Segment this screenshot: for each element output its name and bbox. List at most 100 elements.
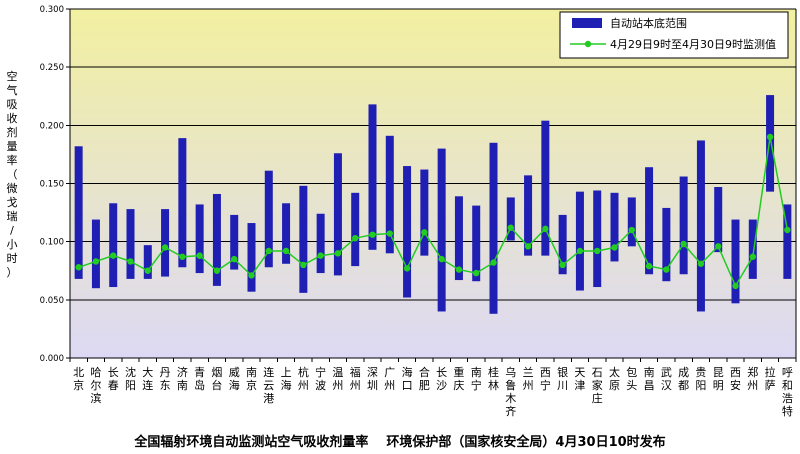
data-point xyxy=(490,259,497,266)
x-tick-label: 拉萨 xyxy=(765,365,776,392)
range-bar xyxy=(662,207,671,282)
x-tick-label: 合肥 xyxy=(419,365,430,392)
range-bar xyxy=(783,204,792,279)
x-tick-label: 福州 xyxy=(350,365,361,392)
gridlines xyxy=(66,8,797,362)
data-point xyxy=(196,252,203,259)
data-point xyxy=(369,231,376,238)
x-tick-label: 贵阳 xyxy=(695,366,706,392)
y-tick-label: 0.000 xyxy=(40,354,64,364)
monitoring-line xyxy=(75,133,791,290)
x-tick-label: 丹东 xyxy=(160,366,171,392)
range-bar xyxy=(351,192,360,267)
data-point xyxy=(766,133,774,141)
data-point xyxy=(161,244,169,251)
y-tick-label: 0.150 xyxy=(40,180,64,190)
range-bars xyxy=(74,95,792,314)
range-bar xyxy=(558,214,567,275)
range-bar xyxy=(731,219,740,304)
x-tick-label: 济南 xyxy=(177,365,188,392)
x-tick-label: 南昌 xyxy=(644,366,655,392)
data-point xyxy=(628,226,635,234)
data-point xyxy=(248,272,255,279)
data-point xyxy=(715,243,722,250)
x-tick-label: 武汉 xyxy=(661,366,672,392)
x-tick-label: 银川 xyxy=(557,365,568,392)
range-bar xyxy=(714,186,723,253)
range-bar xyxy=(403,166,412,298)
data-point xyxy=(473,269,480,277)
range-bar xyxy=(575,191,584,291)
data-point xyxy=(334,250,342,257)
data-point xyxy=(75,264,82,271)
x-tick-label: 青岛 xyxy=(194,366,205,392)
range-bar xyxy=(541,120,550,256)
x-tick-label: 广州 xyxy=(384,366,395,392)
data-point xyxy=(231,255,238,263)
range-bar xyxy=(178,138,187,268)
data-point xyxy=(92,258,100,265)
y-tick-label: 0.200 xyxy=(40,121,64,131)
y-tick-labels: 0.000 0.050 0.100 0.150 0.200 0.250 0.300 xyxy=(40,5,64,364)
x-tick-label: 威海 xyxy=(229,366,240,392)
data-point xyxy=(559,261,566,269)
range-bar xyxy=(748,219,757,279)
range-bar xyxy=(627,197,636,247)
x-tick-label: 长春 xyxy=(108,366,119,392)
range-bar xyxy=(126,209,135,279)
data-point xyxy=(421,229,428,236)
data-point xyxy=(507,224,514,231)
x-tick-label: 南宁 xyxy=(471,366,482,392)
range-bar xyxy=(420,169,429,256)
x-tick-label: 太原 xyxy=(609,366,620,392)
y-tick-label: 0.050 xyxy=(40,296,64,306)
range-bar xyxy=(143,245,152,279)
range-bar xyxy=(109,203,118,288)
data-point xyxy=(749,253,756,260)
data-point xyxy=(179,253,186,260)
data-point xyxy=(386,230,393,237)
data-point xyxy=(438,255,445,263)
range-bar xyxy=(454,196,463,281)
range-bar xyxy=(593,190,602,288)
x-tick-label: 西安 xyxy=(730,366,741,392)
range-bar xyxy=(161,209,170,277)
range-bar xyxy=(368,104,377,250)
range-bar xyxy=(679,176,688,275)
y-axis-label-text: 空气吸收剂量率（微戈瑞/小时） xyxy=(7,69,18,279)
x-tick-label: 沈阳 xyxy=(125,365,136,392)
data-point xyxy=(663,266,670,273)
data-point xyxy=(542,225,549,233)
range-bar xyxy=(247,223,256,292)
legend-line-marker xyxy=(584,40,592,48)
data-point xyxy=(265,247,272,255)
data-point xyxy=(455,266,463,273)
range-bar xyxy=(74,146,83,279)
range-bar xyxy=(212,193,221,286)
range-bar xyxy=(264,170,273,268)
x-tick-label: 兰州 xyxy=(523,366,534,392)
range-bar xyxy=(282,203,291,264)
data-point xyxy=(732,282,739,290)
y-axis-label: 空气吸收剂量率（微戈瑞/小时） xyxy=(7,69,18,279)
data-point xyxy=(282,247,290,255)
legend-bar-swatch xyxy=(572,18,602,28)
data-point xyxy=(645,262,653,270)
x-tick-label: 西宁 xyxy=(540,366,551,392)
x-tick-label: 哈尔滨 xyxy=(90,366,101,405)
data-point xyxy=(576,247,584,255)
x-tick-label: 重庆 xyxy=(453,365,464,392)
data-point xyxy=(594,247,601,255)
data-point xyxy=(784,226,791,234)
legend: 自动站本底范围 4月29日9时至4月30日9时监测值 xyxy=(559,11,789,59)
data-point xyxy=(127,258,134,265)
x-tick-label: 南京 xyxy=(246,366,257,392)
range-bar xyxy=(316,213,325,274)
range-bar xyxy=(645,167,654,275)
range-bar xyxy=(230,214,239,270)
legend-line-label: 4月29日9时至4月30日9时监测值 xyxy=(610,38,776,51)
data-point xyxy=(317,252,324,259)
x-tick-label: 烟台 xyxy=(211,365,222,392)
x-tick-label: 海口 xyxy=(402,365,413,392)
